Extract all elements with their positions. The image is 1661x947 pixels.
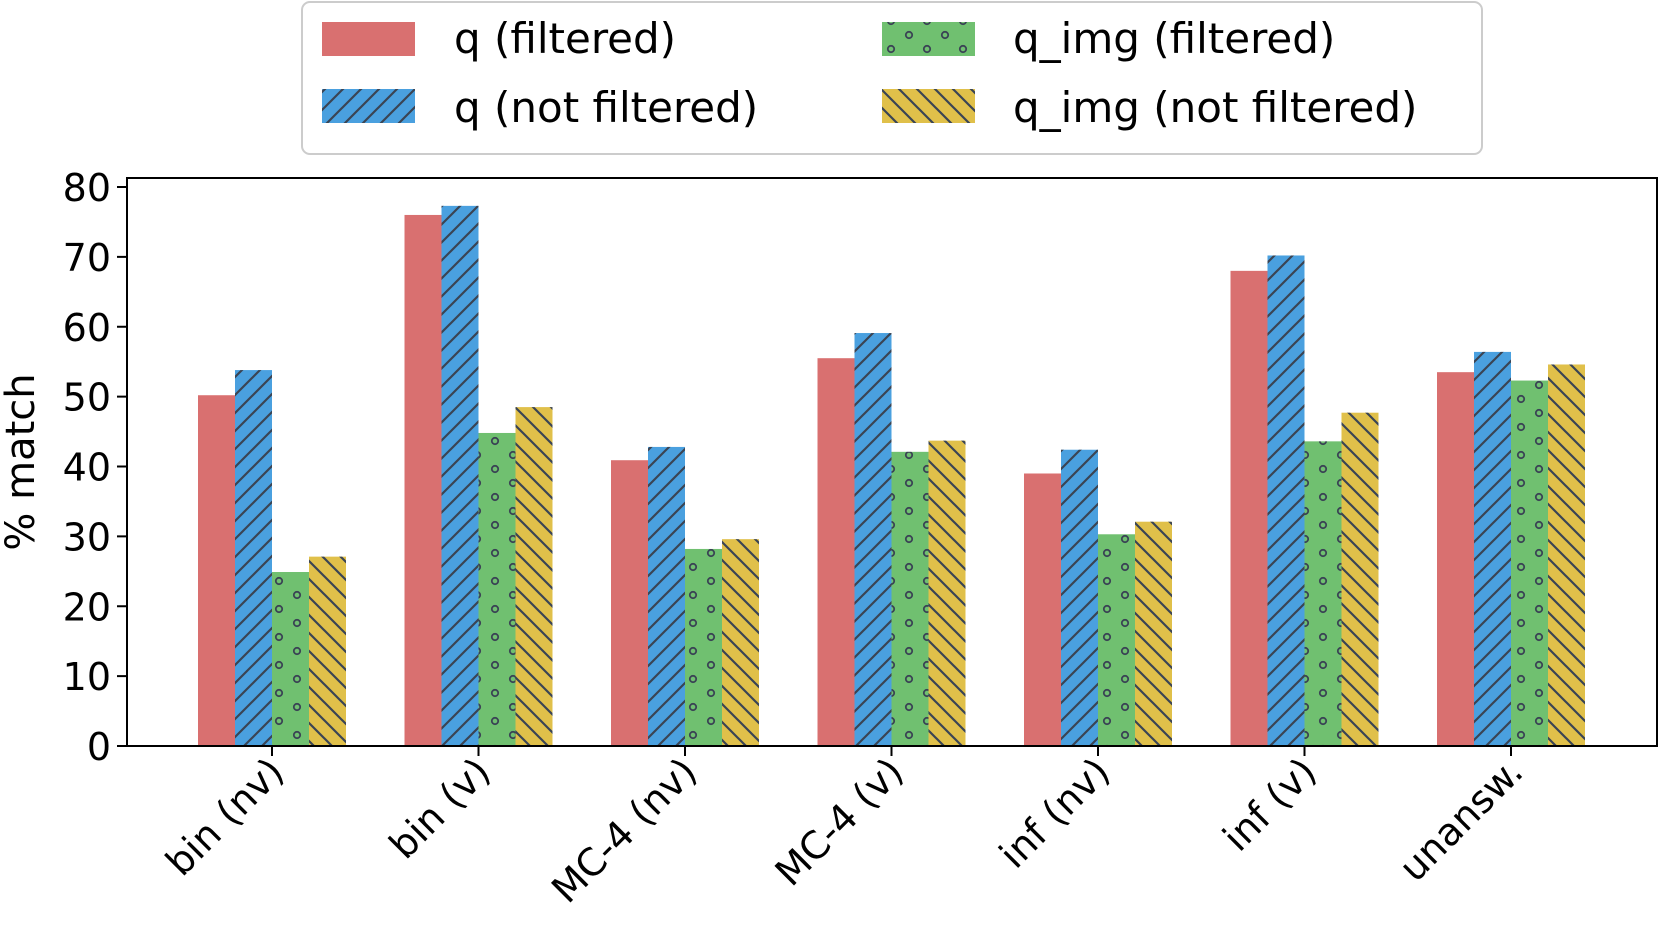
x-axis: bin (nv) bin (v) MC-4 (nv) MC-4 (v) inf (nv)…	[157, 746, 1531, 912]
y-tick-label: 20	[63, 585, 111, 629]
y-tick-label: 50	[63, 376, 111, 420]
bar-q-not-filtered-mc-4-v-hatch	[854, 333, 892, 746]
bar-q-filtered-bin-v	[404, 214, 442, 746]
legend-item-q-img-filtered: q_img (filtered)	[882, 14, 1335, 63]
bar-q-img-filtered-inf-nv-hatch	[1098, 534, 1135, 746]
legend-label-q-img-filtered: q_img (filtered)	[1013, 14, 1335, 63]
bar-q-img-not-filtered-unansw-hatch	[1548, 364, 1585, 746]
bar-q-filtered-mc-4-v	[817, 358, 855, 746]
legend-swatch-q-img-filtered-hatch	[882, 22, 975, 56]
y-tick-label: 40	[63, 446, 111, 490]
bar-q-img-not-filtered-inf-nv-hatch	[1135, 521, 1172, 746]
legend-item-q-filtered: q (filtered)	[322, 14, 676, 63]
bar-q-img-filtered-unansw-hatch	[1511, 380, 1548, 746]
x-tick-label: inf (v)	[1214, 749, 1324, 859]
y-tick-label: 70	[63, 236, 111, 280]
x-tick-label: bin (nv)	[157, 749, 292, 884]
bar-q-img-filtered-mc-4-v-hatch	[891, 451, 929, 746]
bar-q-filtered-inf-v	[1230, 270, 1268, 746]
legend-label-q-filtered: q (filtered)	[454, 14, 676, 63]
y-axis: 0 10 20 30 40 50 60 70 80	[63, 166, 127, 769]
bar-q-filtered-mc-4-nv	[611, 460, 648, 746]
y-axis-title: % match	[0, 373, 44, 550]
plot-frame	[126, 177, 1658, 747]
y-tick-label: 80	[63, 166, 111, 210]
bar-q-not-filtered-bin-v-hatch	[441, 205, 479, 746]
x-tick-label: inf (nv)	[991, 749, 1119, 877]
bar-q-filtered-bin-nv	[198, 395, 235, 746]
legend: q (filtered) q (not filtered) q_img (fil…	[301, 1, 1483, 155]
bar-q-img-filtered-bin-v-hatch	[478, 432, 516, 746]
bar-q-img-not-filtered-bin-v-hatch	[515, 407, 553, 746]
bars	[198, 205, 1585, 747]
legend-swatch-q-filtered	[322, 22, 415, 56]
bar-q-filtered-inf-nv	[1024, 473, 1061, 746]
legend-item-q-img-not-filtered: q_img (not filtered)	[882, 83, 1417, 132]
y-tick-label: 0	[87, 725, 111, 769]
x-tick-label: MC-4 (v)	[767, 749, 912, 894]
bar-q-img-not-filtered-inf-v-hatch	[1341, 412, 1379, 746]
legend-swatch-q-not-filtered-hatch	[322, 89, 415, 123]
x-tick-label: unansw.	[1391, 749, 1532, 890]
bar-q-not-filtered-mc-4-nv-hatch	[648, 446, 685, 746]
bar-q-img-filtered-mc-4-nv-hatch	[685, 548, 722, 746]
x-tick-label: MC-4 (nv)	[543, 749, 705, 911]
legend-item-q-not-filtered: q (not filtered)	[322, 83, 758, 132]
bar-q-filtered-unansw	[1437, 372, 1474, 746]
bar-q-img-filtered-bin-nv-hatch	[272, 572, 309, 746]
legend-label-q-not-filtered: q (not filtered)	[454, 83, 758, 132]
legend-frame	[301, 1, 1483, 155]
bar-q-not-filtered-bin-nv-hatch	[235, 370, 272, 746]
legend-swatch-q-img-not-filtered-hatch	[882, 89, 975, 123]
bar-q-img-not-filtered-mc-4-nv-hatch	[722, 539, 759, 746]
bar-q-img-filtered-inf-v-hatch	[1304, 441, 1342, 746]
bar-q-not-filtered-unansw-hatch	[1474, 351, 1511, 746]
y-tick-label: 30	[63, 515, 111, 559]
legend-label-q-img-not-filtered: q_img (not filtered)	[1013, 83, 1417, 132]
bar-q-img-not-filtered-mc-4-v-hatch	[928, 440, 966, 746]
bar-q-not-filtered-inf-nv-hatch	[1061, 449, 1098, 746]
bar-q-img-not-filtered-bin-nv-hatch	[309, 556, 346, 746]
y-tick-label: 60	[63, 306, 111, 350]
y-tick-label: 10	[63, 655, 111, 699]
x-tick-label: bin (v)	[381, 749, 499, 867]
bar-q-not-filtered-inf-v-hatch	[1267, 255, 1305, 747]
